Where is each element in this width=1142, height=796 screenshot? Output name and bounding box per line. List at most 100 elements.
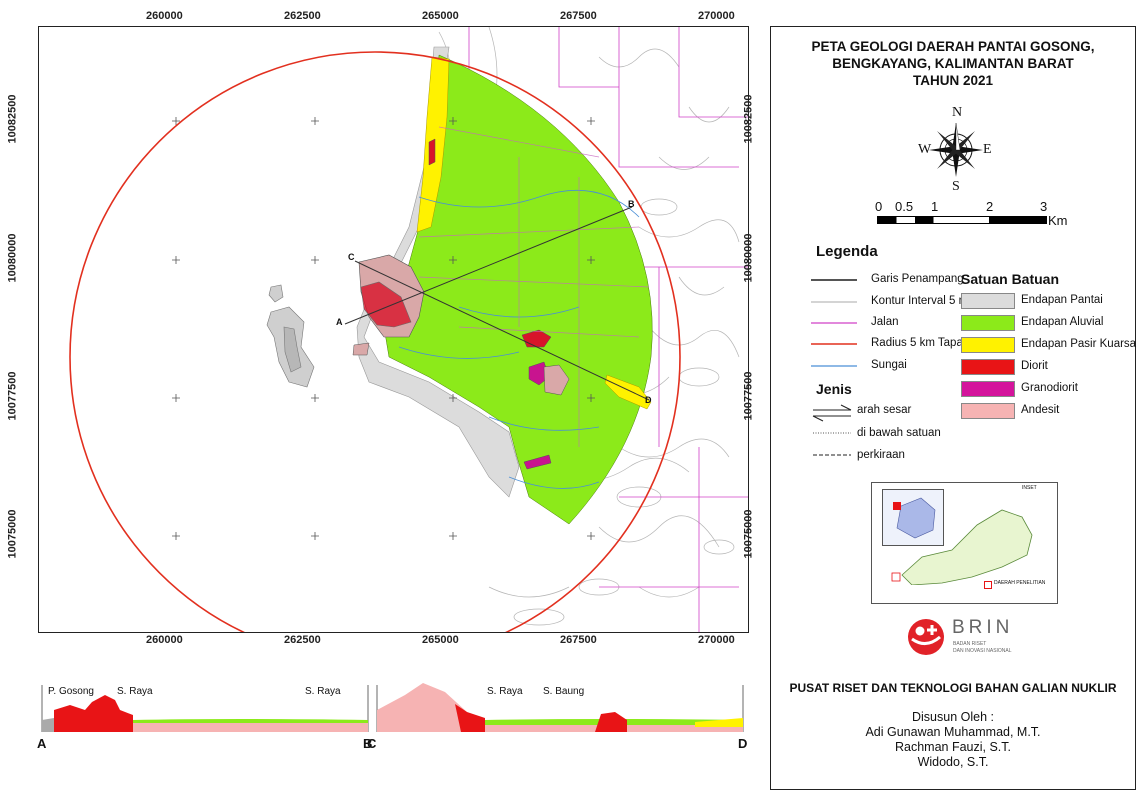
legend-line-3: Jalan <box>871 316 899 328</box>
profile-ab-label-1: P. Gosong <box>48 686 94 697</box>
inset-area-label: DAERAH PENELITIAN <box>994 580 1046 586</box>
compass-e: E <box>983 142 992 157</box>
swatch-endapan-pantai <box>961 293 1015 309</box>
line-symbols <box>811 279 857 367</box>
jenis-label-1: arah sesar <box>857 404 912 416</box>
legend-line-5: Sungai <box>871 359 907 371</box>
jenis-label-2: di bawah satuan <box>857 427 941 439</box>
credit-name-3: Widodo, S.T. <box>917 755 989 769</box>
point-d-label: D <box>645 395 652 405</box>
swatch-endapan-aluvial <box>961 315 1015 331</box>
point-b-label: B <box>628 199 635 209</box>
y-label-left-4: 10075000 <box>6 509 19 559</box>
legend-line-4: Radius 5 km Tapak <box>871 337 969 349</box>
inset-overview <box>882 489 944 546</box>
unit-label-6: Andesit <box>1021 404 1060 416</box>
map-title-line-1: PETA GEOLOGI DAERAH PANTAI GOSONG, <box>811 39 1095 54</box>
scale-label-2: 2 <box>986 199 994 214</box>
profile-ab-end: B <box>363 736 373 751</box>
swatch-andesit <box>961 403 1015 419</box>
swatch-granodiorit <box>961 381 1015 397</box>
x-label-top-1: 260000 <box>146 10 183 22</box>
compass-s: S <box>952 179 960 194</box>
y-label-left-3: 10077500 <box>6 371 19 421</box>
map-title-line-3: TAHUN 2021 <box>912 73 994 88</box>
grid-crosses <box>172 117 595 540</box>
scale-label-05: 0.5 <box>895 199 914 214</box>
y-label-left-1: 10082500 <box>6 94 19 144</box>
unit-label-2: Endapan Aluvial <box>1021 316 1104 328</box>
brin-sub-1: BADAN RISET <box>953 641 987 647</box>
granodiorite-body-south <box>523 454 552 470</box>
institution-name: PUSAT RISET DAN TEKNOLOGI BAHAN GALIAN N… <box>789 681 1117 695</box>
diorite-body <box>360 281 412 328</box>
credits: Disusun Oleh : Adi Gunawan Muhammad, M.T… <box>771 710 1135 770</box>
y-label-right-2: 10080000 <box>742 233 755 283</box>
section-line-ab <box>344 206 633 325</box>
swatch-diorit <box>961 359 1015 375</box>
x-label-top-2: 262500 <box>284 10 321 22</box>
compass-w: W <box>918 142 932 157</box>
profile-ab-label-3: S. Raya <box>305 686 341 697</box>
brin-sub-2: DAN INOVASI NASIONAL <box>953 648 1012 654</box>
y-label-right-3: 10077500 <box>742 371 755 421</box>
radius-5km-circle <box>69 51 681 632</box>
point-a-label: A <box>336 317 343 327</box>
unit-label-1: Endapan Pantai <box>1021 294 1103 306</box>
profile-cd-start: C <box>367 736 377 751</box>
section-line-cd <box>354 260 650 401</box>
profile-cd: S. Raya S. Baung C D <box>365 680 755 751</box>
credit-name-1: Adi Gunawan Muhammad, M.T. <box>865 725 1041 739</box>
x-label-top-3: 265000 <box>422 10 459 22</box>
jenis-label-3: perkiraan <box>857 449 905 461</box>
roads <box>418 126 650 447</box>
x-label-bottom-2: 262500 <box>284 634 321 646</box>
y-label-right-4: 10075000 <box>742 509 755 559</box>
quartz-sand-area-east <box>604 374 652 410</box>
andesite-small-east <box>543 364 570 396</box>
diorite-body-north <box>428 138 436 166</box>
y-label-right-1: 10082500 <box>742 94 755 144</box>
compass-n: N <box>952 105 963 120</box>
jenis-heading: Jenis <box>816 381 852 397</box>
scale-unit: Km <box>1048 213 1068 228</box>
unit-label-5: Granodiorit <box>1021 382 1078 394</box>
x-label-top-4: 267500 <box>560 10 597 22</box>
map-canvas <box>69 27 748 632</box>
profile-ab-start: A <box>37 736 47 751</box>
profile-ab: P. Gosong S. Raya S. Raya A B <box>30 680 375 751</box>
legend-heading: Legenda <box>816 243 878 260</box>
credits-heading: Disusun Oleh : <box>912 710 994 724</box>
unit-label-4: Diorit <box>1021 360 1048 372</box>
rock-units-heading: Satuan Batuan <box>961 271 1060 287</box>
x-label-bottom-5: 270000 <box>698 634 735 646</box>
fault-symbols <box>812 404 852 456</box>
credit-name-2: Rachman Fauzi, S.T. <box>894 740 1011 754</box>
point-c-label: C <box>348 252 355 262</box>
x-label-bottom-4: 267500 <box>560 634 597 646</box>
profile-cd-label-1: S. Raya <box>487 686 523 697</box>
legend-line-1: Garis Penampang <box>871 273 964 285</box>
profile-ab-label-2: S. Raya <box>117 686 153 697</box>
unit-label-3: Endapan Pasir Kuarsa <box>1021 338 1137 350</box>
legend-panel: PETA GEOLOGI DAERAH PANTAI GOSONG, BENGK… <box>770 26 1136 790</box>
compass-rose-icon: N S W E <box>918 105 992 195</box>
profile-cd-label-2: S. Baung <box>543 686 585 697</box>
brin-name: BRIN <box>952 617 1014 638</box>
rivers <box>398 189 640 489</box>
profile-cd-end: D <box>738 736 748 751</box>
andesite-small-south <box>352 342 370 356</box>
y-label-left-2: 10080000 <box>6 233 19 283</box>
inset-map: INSET DAERAH PENELITIAN <box>871 482 1058 604</box>
inset-small-label: INSET <box>1022 485 1037 491</box>
alluvial-deposit-area <box>383 54 653 525</box>
inset-area-marker <box>984 581 992 589</box>
brin-emblem-icon <box>908 619 944 655</box>
x-label-top-5: 270000 <box>698 10 735 22</box>
scale-label-3: 3 <box>1040 199 1048 214</box>
brin-logo: BRIN BADAN RISET DAN INOVASI NASIONAL <box>906 613 1046 663</box>
swatch-pasir-kuarsa <box>961 337 1015 353</box>
x-label-bottom-3: 265000 <box>422 634 459 646</box>
map-title-line-2: BENGKAYANG, KALIMANTAN BARAT <box>832 56 1074 71</box>
geologic-map[interactable]: A B C D <box>38 26 749 633</box>
